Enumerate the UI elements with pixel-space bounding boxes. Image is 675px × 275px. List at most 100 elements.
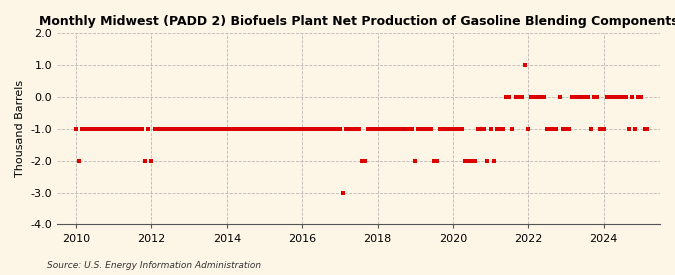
Point	[288, 127, 298, 131]
Point	[159, 127, 169, 131]
Point	[529, 95, 540, 99]
Point	[539, 95, 549, 99]
Point	[284, 127, 295, 131]
Point	[269, 127, 279, 131]
Point	[501, 95, 512, 99]
Point	[265, 127, 276, 131]
Point	[89, 127, 100, 131]
Point	[545, 127, 556, 131]
Point	[614, 95, 624, 99]
Point	[134, 127, 144, 131]
Point	[174, 127, 185, 131]
Point	[259, 127, 270, 131]
Point	[362, 127, 373, 131]
Point	[432, 159, 443, 163]
Point	[639, 127, 650, 131]
Point	[143, 127, 154, 131]
Point	[595, 127, 605, 131]
Point	[256, 127, 267, 131]
Point	[589, 95, 599, 99]
Point	[115, 127, 126, 131]
Point	[199, 127, 210, 131]
Point	[620, 95, 631, 99]
Point	[356, 159, 367, 163]
Point	[630, 127, 641, 131]
Point	[155, 127, 166, 131]
Point	[520, 63, 531, 67]
Point	[124, 127, 135, 131]
Point	[117, 127, 128, 131]
Point	[322, 127, 333, 131]
Point	[457, 127, 468, 131]
Point	[111, 127, 122, 131]
Point	[495, 127, 506, 131]
Point	[489, 159, 500, 163]
Point	[523, 127, 534, 131]
Point	[586, 127, 597, 131]
Point	[300, 127, 310, 131]
Point	[387, 127, 398, 131]
Point	[360, 159, 371, 163]
Point	[576, 95, 587, 99]
Point	[136, 127, 147, 131]
Point	[193, 127, 204, 131]
Point	[325, 127, 336, 131]
Point	[566, 95, 577, 99]
Point	[548, 127, 559, 131]
Point	[429, 159, 439, 163]
Point	[187, 127, 198, 131]
Point	[168, 127, 179, 131]
Point	[397, 127, 408, 131]
Point	[96, 127, 107, 131]
Point	[146, 159, 157, 163]
Point	[237, 127, 248, 131]
Point	[444, 127, 455, 131]
Point	[598, 127, 609, 131]
Point	[460, 159, 470, 163]
Point	[225, 127, 236, 131]
Point	[592, 95, 603, 99]
Point	[190, 127, 200, 131]
Point	[583, 95, 593, 99]
Point	[570, 95, 580, 99]
Point	[579, 95, 590, 99]
Point	[206, 127, 217, 131]
Point	[74, 159, 85, 163]
Point	[77, 127, 88, 131]
Point	[558, 127, 568, 131]
Point	[140, 159, 151, 163]
Point	[246, 127, 257, 131]
Point	[121, 127, 132, 131]
Point	[162, 127, 173, 131]
Point	[608, 95, 618, 99]
Point	[227, 127, 238, 131]
Point	[632, 95, 643, 99]
Point	[171, 127, 182, 131]
Point	[416, 127, 427, 131]
Point	[504, 95, 515, 99]
Point	[554, 95, 565, 99]
Point	[165, 127, 176, 131]
Point	[297, 127, 308, 131]
Point	[83, 127, 94, 131]
Point	[209, 127, 219, 131]
Point	[328, 127, 339, 131]
Point	[611, 95, 622, 99]
Point	[601, 95, 612, 99]
Point	[369, 127, 380, 131]
Point	[375, 127, 386, 131]
Point	[243, 127, 254, 131]
Point	[253, 127, 264, 131]
Point	[463, 159, 474, 163]
Point	[406, 127, 417, 131]
Point	[250, 127, 261, 131]
Point	[315, 127, 326, 131]
Point	[178, 127, 188, 131]
Point	[202, 127, 213, 131]
Point	[221, 127, 232, 131]
Point	[469, 159, 480, 163]
Point	[385, 127, 396, 131]
Point	[347, 127, 358, 131]
Point	[466, 159, 477, 163]
Point	[507, 127, 518, 131]
